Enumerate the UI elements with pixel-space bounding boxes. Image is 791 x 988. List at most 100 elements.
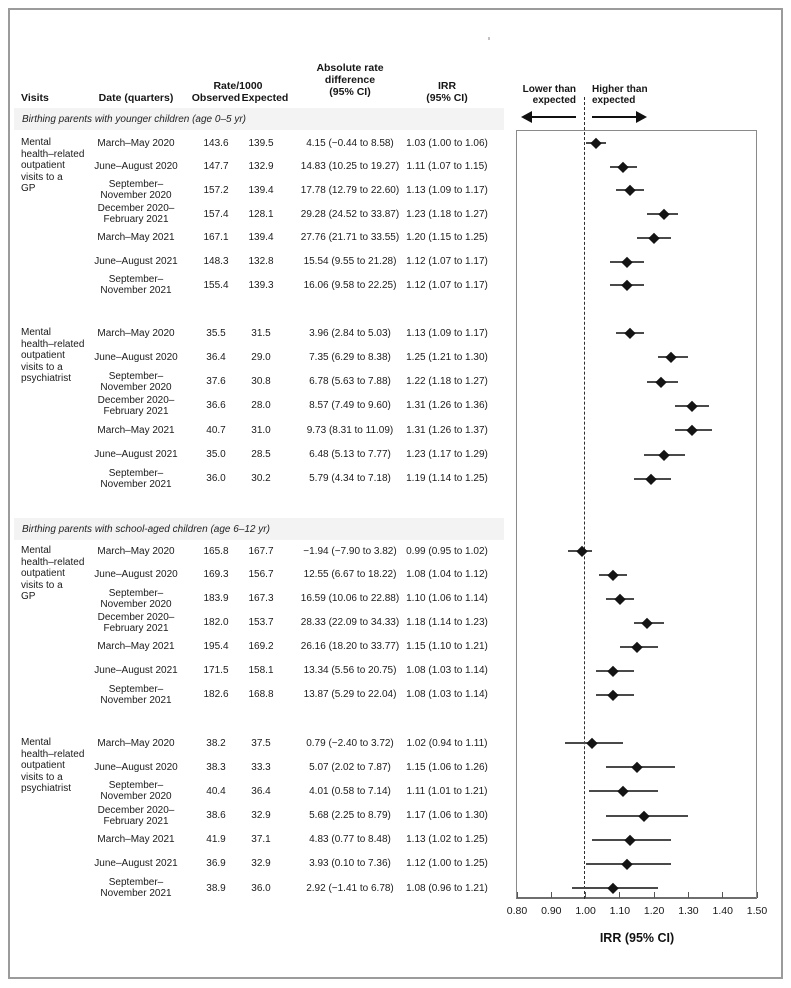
x-axis-tick: [756, 892, 758, 898]
date-cell: December 2020– February 2021: [97, 203, 175, 226]
irr-cell: 1.23 (1.17 to 1.29): [406, 449, 488, 461]
abs-diff-cell: 4.15 (−0.44 to 8.58): [306, 137, 394, 149]
expected-cell: 32.9: [251, 810, 271, 821]
date-cell: June–August 2020: [94, 761, 178, 773]
expected-cell: 30.8: [251, 376, 271, 388]
visits-group-label: Mental health–related outpatient visits …: [21, 545, 85, 602]
date-cell: June–August 2021: [94, 449, 178, 461]
abs-diff-cell: 2.92 (−1.41 to 6.78): [306, 882, 394, 894]
higher-arrow-head-icon: [636, 111, 647, 123]
date-cell: December 2020– February 2021: [97, 394, 175, 417]
irr-cell: 1.11 (1.07 to 1.15): [406, 161, 488, 173]
observed-cell: 38.2: [206, 737, 226, 749]
observed-cell: 147.7: [203, 161, 229, 173]
expected-cell: 31.0: [251, 424, 271, 436]
observed-cell: 169.3: [203, 569, 229, 581]
observed-cell: 157.4: [203, 208, 229, 220]
date-cell: June–August 2020: [94, 161, 178, 173]
x-axis-tick: [516, 892, 518, 898]
observed-cell: 36.6: [206, 400, 226, 412]
irr-cell: 1.31 (1.26 to 1.36): [406, 400, 488, 412]
abs-diff-cell: 6.48 (5.13 to 7.77): [309, 449, 391, 461]
figure-border: [8, 8, 783, 979]
lower-arrow-line: [530, 116, 576, 118]
expected-cell: 29.0: [251, 351, 271, 363]
observed-cell: 143.6: [203, 137, 229, 149]
date-cell: March–May 2020: [97, 737, 175, 749]
abs-diff-cell: 5.79 (4.34 to 7.18): [309, 473, 391, 485]
column-header-abs-diff: Absolute rate difference (95% CI): [316, 62, 384, 98]
abs-diff-cell: 16.06 (9.58 to 22.25): [303, 279, 397, 291]
date-cell: June–August 2020: [94, 351, 178, 363]
observed-cell: 165.8: [203, 545, 229, 557]
irr-cell: 1.08 (0.96 to 1.21): [406, 882, 488, 894]
date-cell: September– November 2020: [100, 179, 172, 202]
date-cell: September– November 2021: [100, 683, 172, 706]
section-band-school-aged: Birthing parents with school-aged childr…: [14, 518, 504, 540]
date-cell: June–August 2021: [94, 665, 178, 677]
abs-diff-cell: 17.78 (12.79 to 22.60): [300, 184, 400, 196]
expected-cell: 167.3: [248, 593, 274, 605]
x-axis-tick-label: 1.30: [678, 905, 699, 917]
visits-group-label: Mental health–related outpatient visits …: [21, 137, 85, 194]
irr-cell: 0.99 (0.95 to 1.02): [406, 545, 488, 557]
expected-cell: 139.4: [248, 232, 274, 244]
observed-cell: 37.6: [206, 376, 226, 388]
column-header-rate1000: Rate/1000: [213, 80, 263, 92]
observed-cell: 157.2: [203, 184, 229, 196]
observed-cell: 40.7: [206, 424, 226, 436]
abs-diff-cell: 27.76 (21.71 to 33.55): [300, 232, 400, 244]
column-header-observed: Observed: [191, 92, 241, 104]
date-cell: September– November 2021: [100, 274, 172, 297]
x-axis-tick: [722, 892, 724, 898]
irr-cell: 1.18 (1.14 to 1.23): [406, 617, 488, 629]
observed-cell: 182.6: [203, 689, 229, 701]
date-cell: June–August 2021: [94, 858, 178, 870]
x-axis-tick: [653, 892, 655, 898]
irr-cell: 1.22 (1.18 to 1.27): [406, 376, 488, 388]
abs-diff-cell: 8.57 (7.49 to 9.60): [309, 400, 391, 412]
x-axis-tick-label: 1.00: [575, 905, 596, 917]
expected-cell: 32.9: [251, 858, 271, 870]
stray-mark: [488, 37, 490, 40]
abs-diff-cell: 13.34 (5.56 to 20.75): [303, 665, 397, 677]
reference-line: [584, 97, 585, 899]
expected-cell: 153.7: [248, 617, 274, 629]
expected-cell: 132.9: [248, 161, 274, 173]
x-axis-tick-label: 1.40: [712, 905, 733, 917]
expected-cell: 139.4: [248, 184, 274, 196]
column-header-expected: Expected: [241, 92, 289, 104]
irr-cell: 1.15 (1.10 to 1.21): [406, 641, 488, 653]
abs-diff-cell: 6.78 (5.63 to 7.88): [309, 376, 391, 388]
observed-cell: 171.5: [203, 665, 229, 677]
irr-cell: 1.12 (1.07 to 1.17): [406, 256, 488, 267]
date-cell: June–August 2021: [94, 256, 178, 267]
observed-cell: 38.3: [206, 761, 226, 773]
x-axis-tick-label: 1.10: [609, 905, 631, 917]
irr-cell: 1.11 (1.01 to 1.21): [406, 785, 488, 797]
date-cell: December 2020– February 2021: [97, 611, 175, 634]
visits-group-label: Mental health–related outpatient visits …: [21, 327, 85, 384]
observed-cell: 148.3: [203, 256, 229, 267]
date-cell: March–May 2020: [97, 327, 175, 339]
date-cell: June–August 2020: [94, 569, 178, 581]
irr-cell: 1.13 (1.02 to 1.25): [406, 834, 488, 846]
expected-cell: 28.5: [251, 449, 271, 461]
date-cell: March–May 2021: [97, 834, 175, 846]
irr-cell: 1.23 (1.18 to 1.27): [406, 208, 488, 220]
x-axis-tick: [550, 892, 552, 898]
lower-than-expected-label: Lower than expected: [522, 84, 576, 106]
column-header-visits: Visits: [21, 92, 49, 104]
irr-cell: 1.12 (1.07 to 1.17): [406, 279, 488, 291]
date-cell: March–May 2020: [97, 137, 175, 149]
irr-cell: 1.20 (1.15 to 1.25): [406, 232, 488, 244]
irr-cell: 1.10 (1.06 to 1.14): [406, 593, 488, 605]
expected-cell: 156.7: [248, 569, 274, 581]
abs-diff-cell: 3.93 (0.10 to 7.36): [309, 858, 391, 870]
abs-diff-cell: 16.59 (10.06 to 22.88): [300, 593, 400, 605]
abs-diff-cell: 26.16 (18.20 to 33.77): [300, 641, 400, 653]
observed-cell: 183.9: [203, 593, 229, 605]
abs-diff-cell: 5.07 (2.02 to 7.87): [309, 761, 391, 773]
date-cell: September– November 2020: [100, 587, 172, 610]
